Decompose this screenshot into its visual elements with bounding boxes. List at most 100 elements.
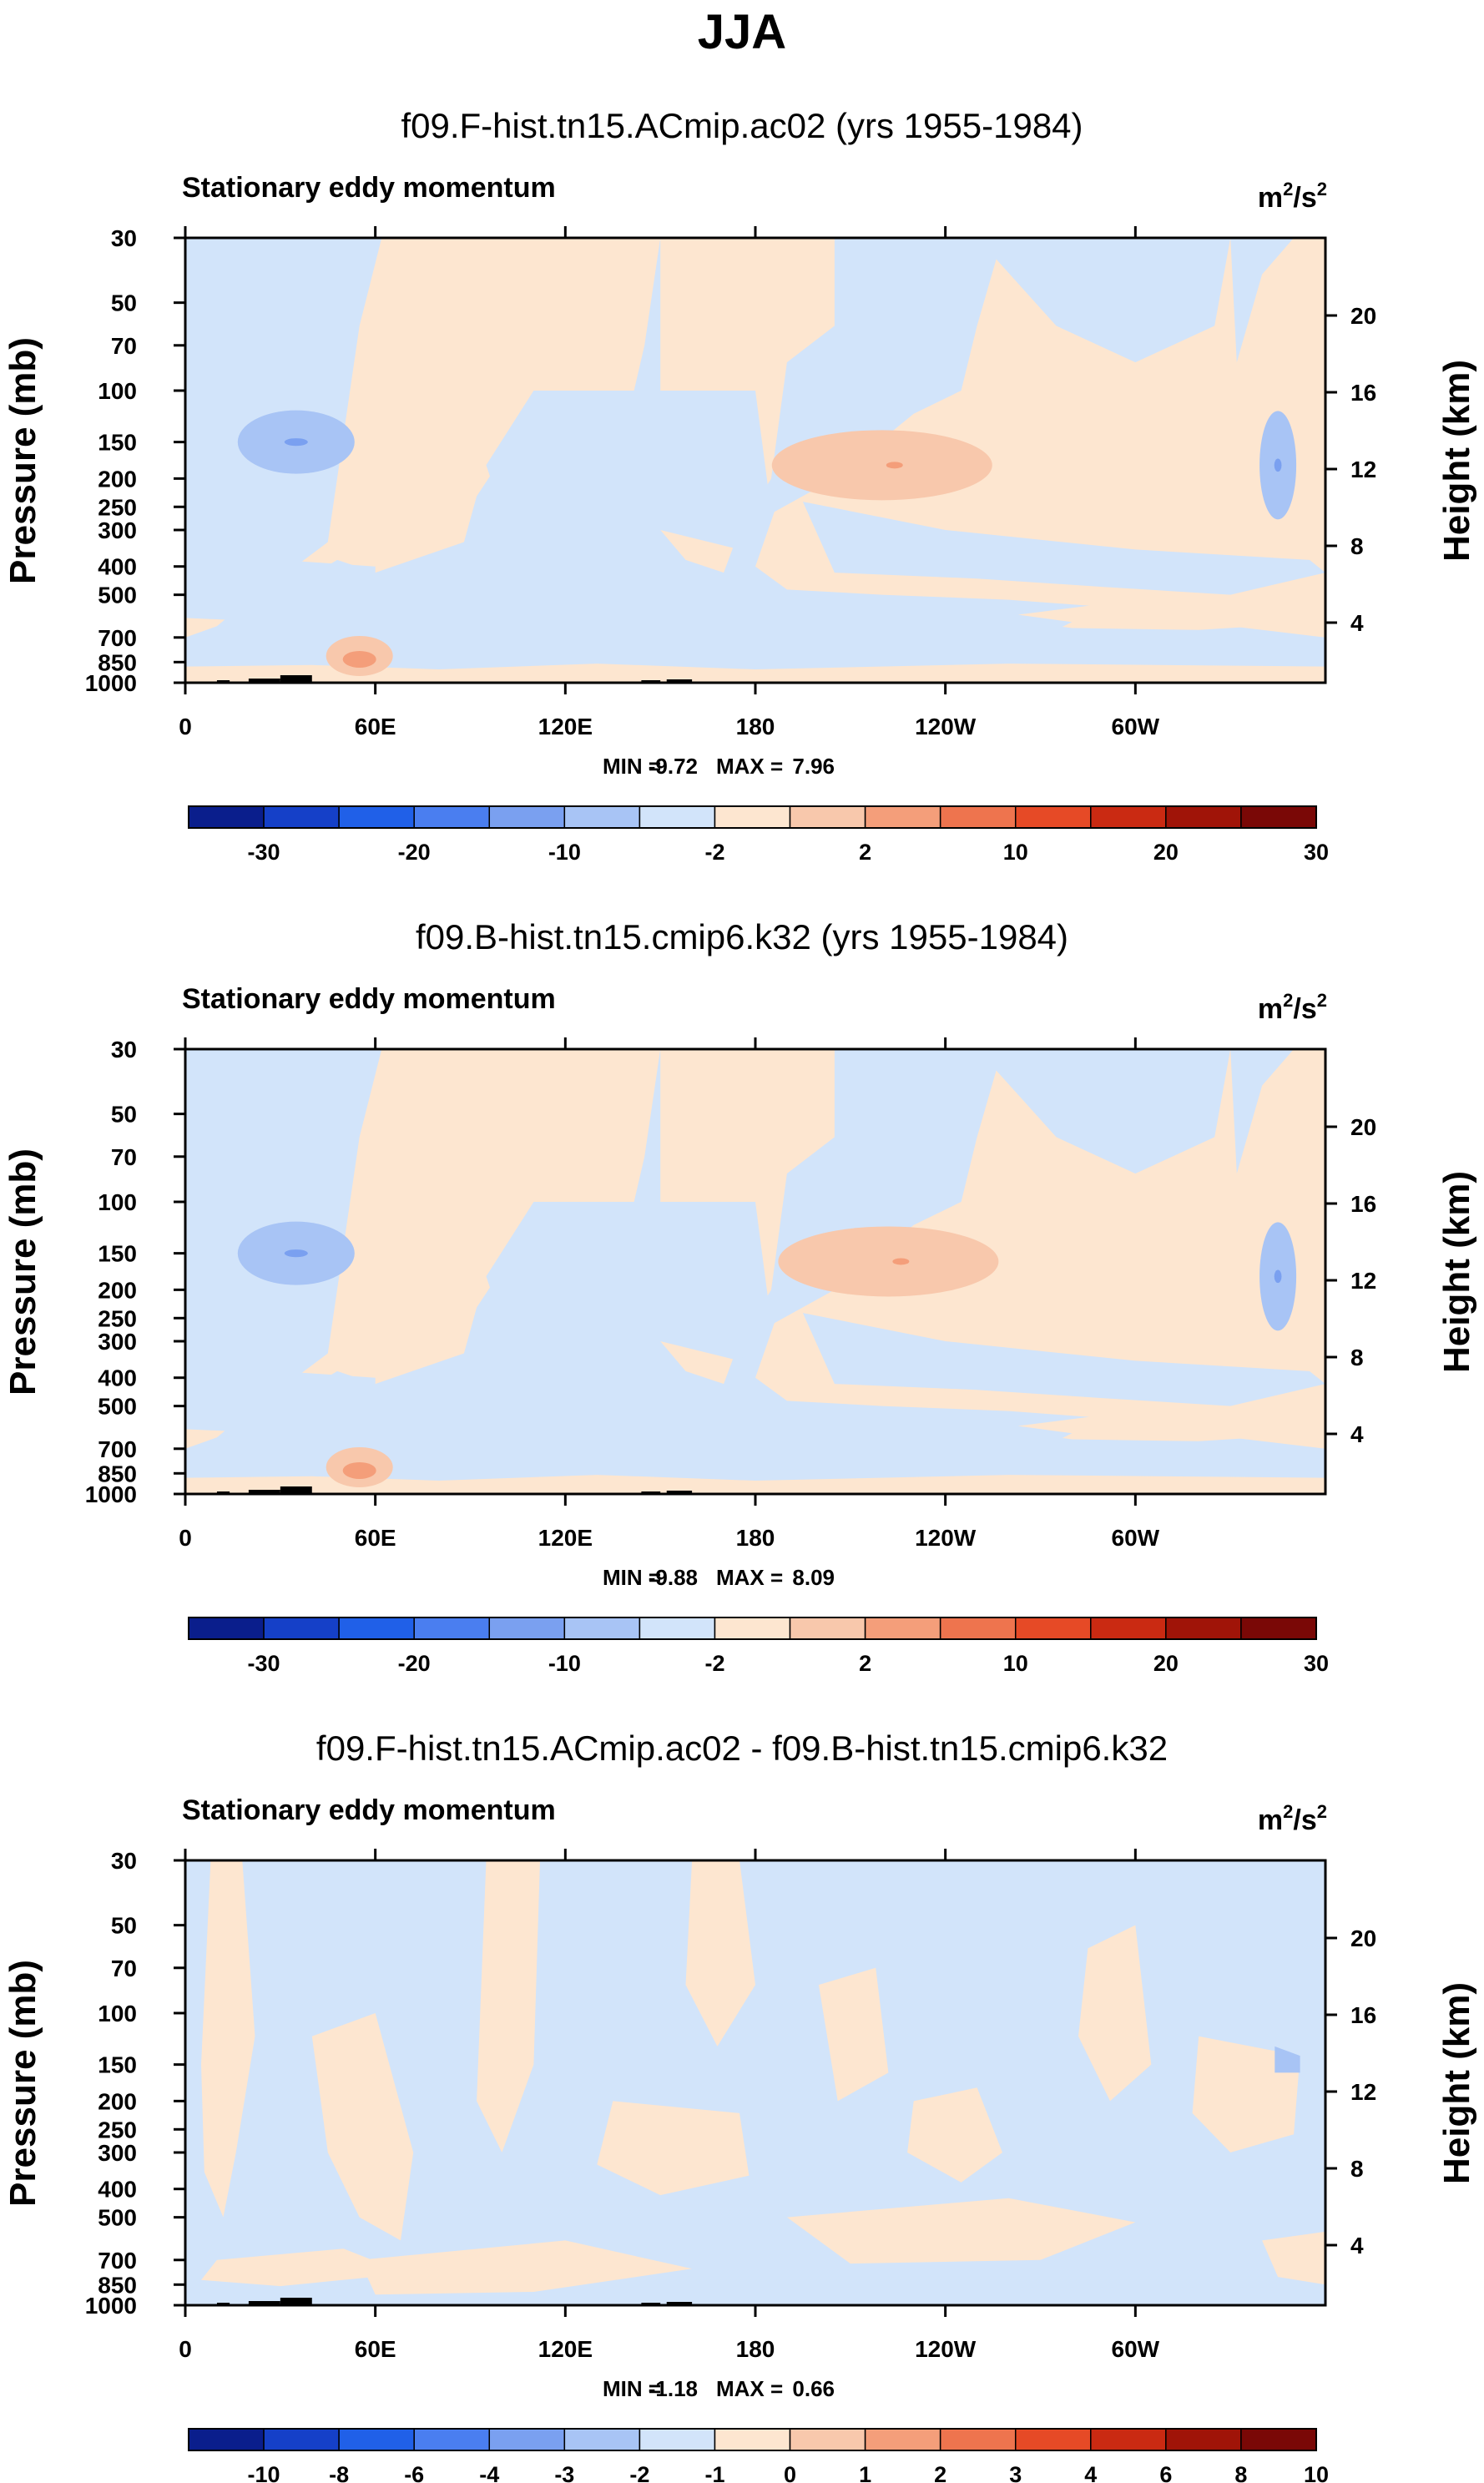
- positive-region: [477, 1860, 540, 2152]
- colorbar-swatch: [1165, 1617, 1242, 1640]
- positive-maximum: [771, 430, 992, 501]
- x-tick-label: 60E: [355, 2336, 396, 2362]
- negative-core: [284, 438, 308, 447]
- variable-label: Stationary eddy momentum: [182, 1794, 556, 1826]
- min-label: MIN =: [603, 2376, 661, 2401]
- height-tick-label: 12: [1350, 457, 1376, 482]
- negative-region: [486, 1202, 771, 1361]
- colorbar-swatch: [563, 2428, 641, 2451]
- colorbar-swatch: [1165, 805, 1242, 829]
- variable-label: Stationary eddy momentum: [182, 172, 556, 204]
- pressure-tick-label: 150: [98, 430, 137, 456]
- height-tick-label: 20: [1350, 1925, 1376, 1951]
- colorbar-label: -10: [548, 840, 581, 865]
- pressure-tick-label: 100: [98, 2001, 137, 2026]
- positive-maximum: [778, 1226, 999, 1297]
- colorbar-swatch: [188, 805, 265, 829]
- colorbar-swatch: [714, 2428, 791, 2451]
- colorbar-swatch: [338, 2428, 415, 2451]
- colorbar-swatch: [263, 805, 340, 829]
- pressure-tick-label: 200: [98, 466, 137, 492]
- colorbar-swatch: [563, 1617, 641, 1640]
- x-tick-label: 0: [179, 2336, 192, 2362]
- colorbar-swatch: [1240, 2428, 1317, 2451]
- positive-region: [201, 1860, 255, 2218]
- min-label: MIN =: [603, 1565, 661, 1590]
- negative-region: [185, 1370, 376, 1434]
- pressure-tick-label: 400: [98, 1365, 137, 1391]
- pressure-tick-label: 30: [111, 1037, 137, 1062]
- colorbar-swatch: [1240, 1617, 1317, 1640]
- units-exponent: 2: [1283, 179, 1293, 199]
- colorbar-swatch: [1165, 2428, 1242, 2451]
- colorbar-label: 1: [859, 2462, 871, 2483]
- colorbar-swatch: [488, 1617, 566, 1640]
- y-axis-title: Pressure (mb): [3, 337, 43, 584]
- y-axis-title: Pressure (mb): [3, 1960, 43, 2207]
- x-tick-label: 180: [736, 1525, 775, 1551]
- units-denominator: /s: [1293, 182, 1316, 214]
- colorbar-label: -8: [329, 2462, 349, 2483]
- x-tick-label: 0: [179, 1525, 192, 1551]
- pressure-tick-label: 500: [98, 2205, 137, 2231]
- panel-title: f09.B-hist.tn15.cmip6.k32 (yrs 1955-1984…: [416, 917, 1068, 956]
- colorbar-swatch: [789, 1617, 866, 1640]
- positive-region: [1078, 1925, 1152, 2102]
- colorbar-label: 6: [1159, 2462, 1172, 2483]
- positive-region: [685, 1860, 755, 2046]
- height-tick-label: 12: [1350, 1268, 1376, 1294]
- colorbar-swatch: [1090, 805, 1167, 829]
- pressure-tick-label: 300: [98, 1329, 137, 1355]
- colorbar-label: -10: [248, 2462, 280, 2483]
- colorbar-label: -2: [629, 2462, 649, 2483]
- pressure-tick-label: 50: [111, 290, 137, 316]
- units-base: m: [1258, 182, 1283, 214]
- positive-region: [201, 2248, 407, 2287]
- units-label: m2/s2: [1258, 990, 1327, 1025]
- negative-region: [977, 1049, 1231, 1174]
- positive-region: [597, 2101, 750, 2196]
- pressure-tick-label: 400: [98, 2177, 137, 2203]
- positive-core: [886, 462, 903, 469]
- negative-region: [185, 238, 328, 363]
- pressure-tick-label: 300: [98, 517, 137, 543]
- x-tick-label: 60E: [355, 1525, 396, 1551]
- height-tick-label: 4: [1350, 2233, 1364, 2258]
- x-tick-label: 60W: [1112, 2336, 1160, 2362]
- colorbar-label: 30: [1304, 1651, 1329, 1676]
- min-value: -9.88: [649, 1565, 698, 1590]
- units-exponent: 2: [1317, 1801, 1327, 1822]
- height-tick-label: 4: [1350, 610, 1364, 636]
- colorbar-swatch: [789, 805, 866, 829]
- positive-region: [185, 238, 661, 669]
- colorbar-label: 20: [1153, 1651, 1179, 1676]
- colorbar-label: 2: [859, 840, 871, 865]
- pressure-tick-label: 200: [98, 2088, 137, 2114]
- negative-region: [486, 391, 771, 550]
- colorbar-swatch: [263, 1617, 340, 1640]
- units-base: m: [1258, 1804, 1283, 1836]
- positive-region: [311, 2013, 414, 2241]
- panel-title: f09.F-hist.tn15.ACmip.ac02 - f09.B-hist.…: [316, 1729, 1168, 1768]
- pressure-tick-label: 250: [98, 1305, 137, 1331]
- y-axis-title-right: Height (km): [1436, 360, 1477, 562]
- colorbar-label: 20: [1153, 840, 1179, 865]
- negative-core: [284, 1249, 308, 1258]
- contour-field: [185, 238, 1325, 683]
- y-axis-title: Pressure (mb): [3, 1148, 43, 1395]
- colorbar-frame: [188, 1617, 1317, 1640]
- units-denominator: /s: [1293, 1804, 1316, 1836]
- colorbar-label: 3: [1009, 2462, 1022, 2483]
- y-axis-title-right: Height (km): [1436, 1171, 1477, 1373]
- topography-bar: [280, 1486, 312, 1494]
- pressure-tick-label: 700: [98, 1436, 137, 1462]
- variable-label: Stationary eddy momentum: [182, 983, 556, 1015]
- topography-bar: [280, 675, 312, 683]
- chart-panel-3: f09.F-hist.tn15.ACmip.ac02 - f09.B-hist.…: [3, 1729, 1477, 2483]
- max-value: 8.09: [792, 1565, 835, 1590]
- colorbar-label: -1: [704, 2462, 724, 2483]
- pressure-tick-label: 850: [98, 1461, 137, 1486]
- positive-core: [342, 650, 376, 668]
- colorbar-swatch: [188, 1617, 265, 1640]
